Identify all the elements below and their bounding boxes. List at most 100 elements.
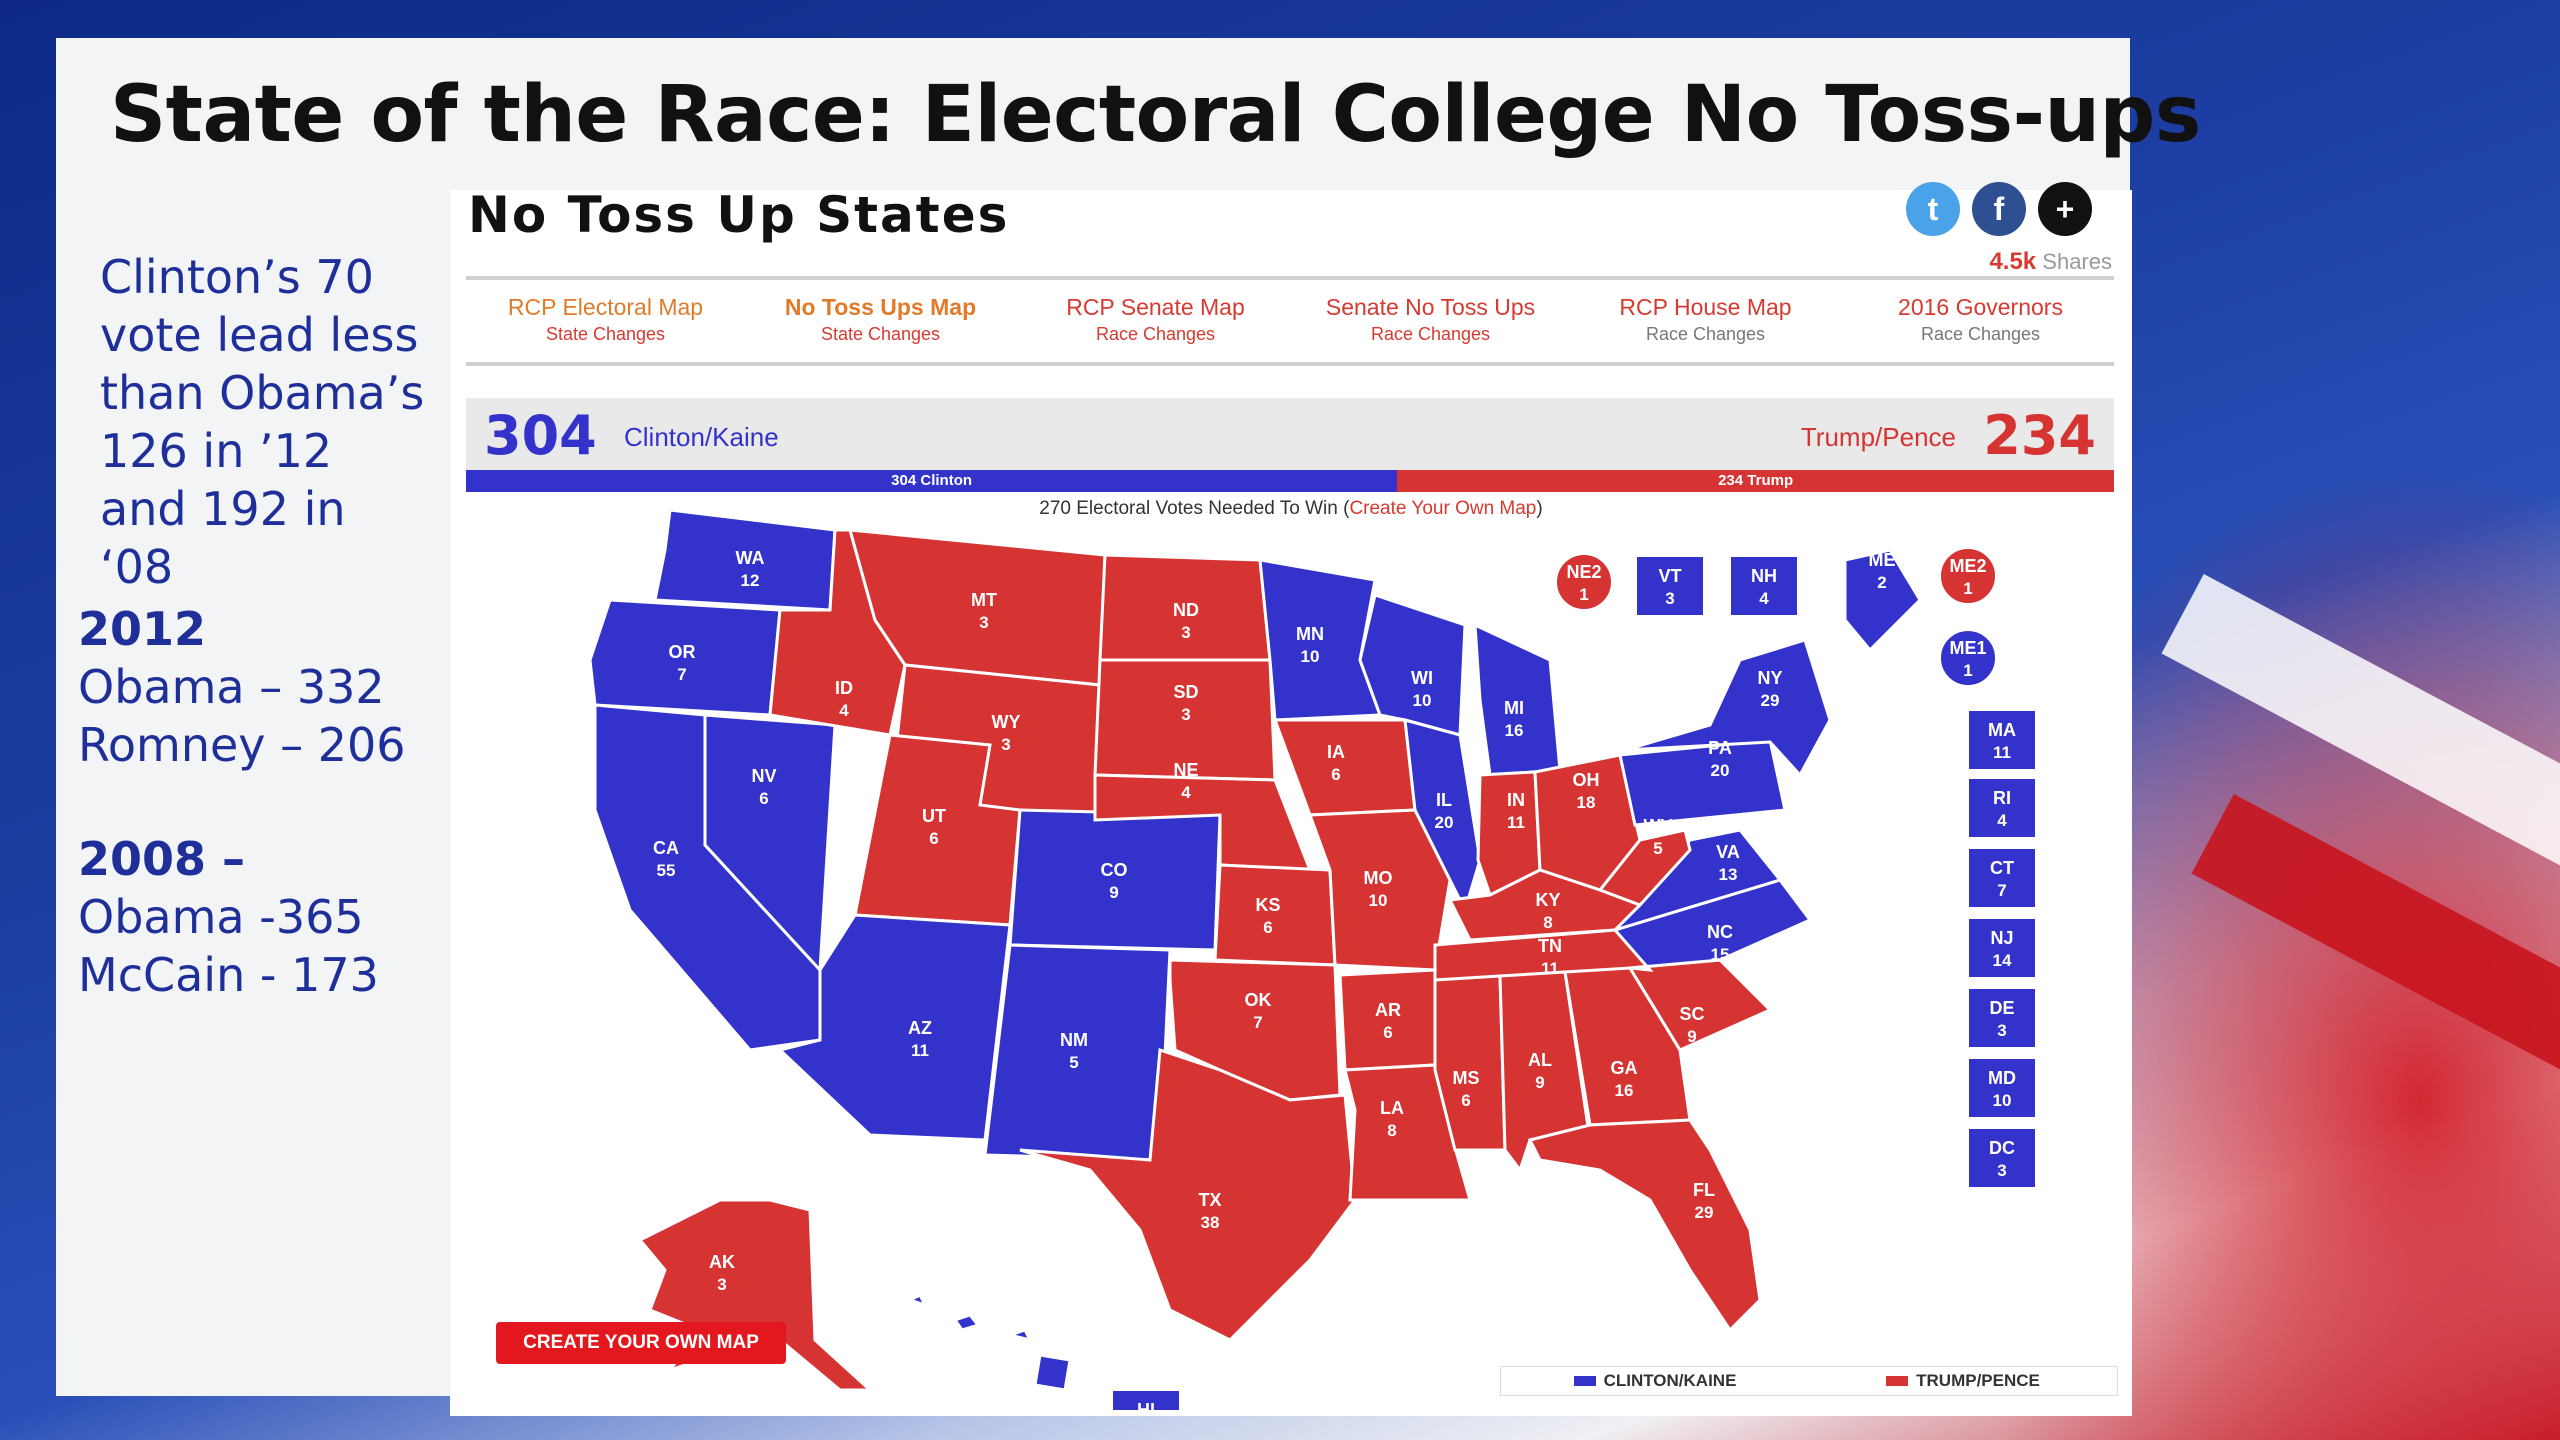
twitter-icon[interactable]: t [1906,182,1960,236]
state-ev-ak: 3 [717,1275,726,1294]
state-ev-wa: 12 [741,571,760,590]
state-ev-me2: 1 [1963,579,1972,598]
state-ev-me1: 1 [1963,661,1972,680]
nav-label: 2016 Governors [1843,294,2118,321]
create-your-own-map-button[interactable]: CREATE YOUR OWN MAP [496,1322,786,1364]
state-label-md: MD [1988,1068,2016,1088]
facebook-icon[interactable]: f [1972,182,2026,236]
state-ev-az: 11 [911,1041,929,1060]
nav-sublabel: State Changes [468,324,743,345]
legend-label-dem: CLINTON/KAINE [1604,1371,1737,1391]
nav-item-rcp-house-map[interactable]: RCP House Map Race Changes [1568,294,1843,350]
history-year: 2008 – [78,830,379,888]
state-ev-nh: 4 [1759,589,1769,608]
dem-ticket: Clinton/Kaine [624,422,779,453]
state-ev-tn: 11 [1541,959,1559,978]
nav-item-rcp-electoral-map[interactable]: RCP Electoral Map State Changes [468,294,743,350]
state-label-ar: AR [1375,1000,1401,1020]
state-ia[interactable] [1275,720,1415,815]
slide-title: State of the Race: Electoral College No … [110,70,2201,160]
nav-item-no-toss-ups-map[interactable]: No Toss Ups Map State Changes [743,294,1018,350]
state-ev-me: 2 [1877,573,1886,592]
state-ev-co: 9 [1109,883,1118,902]
state-ev-ms: 6 [1461,1091,1470,1110]
state-ev-pa: 20 [1711,761,1730,780]
nav-item-rcp-senate-map[interactable]: RCP Senate Map Race Changes [1018,294,1293,350]
nav-sublabel: Race Changes [1293,324,1568,345]
state-label-sd: SD [1173,682,1198,702]
state-label-nv: NV [751,766,776,786]
state-label-dc: DC [1989,1138,2015,1158]
state-ev-ne: 4 [1181,783,1191,802]
state-label-mt: MT [971,590,997,610]
map-panel: No Toss Up States t f + 4.5k Shares RCP … [450,190,2132,1416]
state-ev-sd: 3 [1181,705,1190,724]
state-ev-ks: 6 [1263,918,1272,937]
state-label-wy: WY [992,712,1021,732]
state-ev-in: 11 [1507,813,1525,832]
state-label-mi: MI [1504,698,1524,718]
nav-item-senate-no-toss-ups[interactable]: Senate No Toss Ups Race Changes [1293,294,1568,350]
state-label-tn: TN [1538,936,1562,956]
state-hi[interactable] [910,1295,1070,1390]
state-ev-sc: 9 [1687,1027,1696,1046]
share-count-number: 4.5k [1989,248,2036,275]
state-label-nh: NH [1751,566,1777,586]
state-ev-ne2: 1 [1579,585,1588,604]
state-ev-dc: 3 [1997,1161,2006,1180]
state-ev-ma: 11 [1993,743,2011,762]
state-ev-ok: 7 [1253,1013,1262,1032]
state-fl[interactable] [1530,1120,1760,1330]
state-label-ne2: NE2 [1566,562,1601,582]
state-label-ak: AK [709,1252,735,1272]
state-ks[interactable] [1215,865,1335,965]
state-label-nj: NJ [1990,928,2013,948]
state-label-ma: MA [1988,720,2016,740]
state-pa[interactable] [1620,740,1785,825]
state-label-de: DE [1989,998,2014,1018]
state-ev-mn: 10 [1301,647,1320,666]
legend-item-dem: CLINTON/KAINE [1501,1367,1809,1395]
state-label-sc: SC [1679,1004,1704,1024]
state-ev-ri: 4 [1997,811,2007,830]
state-ar[interactable] [1340,970,1435,1070]
state-ev-mt: 3 [979,613,988,632]
state-label-ia: IA [1327,742,1345,762]
nav-sublabel: Race Changes [1843,324,2118,345]
nav-label: RCP House Map [1568,294,1843,321]
state-ev-il: 20 [1435,813,1454,832]
history-line: Obama -365 [78,888,379,946]
state-ev-ut: 6 [929,829,938,848]
state-label-az: AZ [908,1018,932,1038]
state-ev-la: 8 [1387,1121,1396,1140]
state-label-mo: MO [1364,868,1393,888]
state-ev-va: 13 [1719,865,1738,884]
electoral-map: WA12OR7CA55NV6ID4MT3WY3UT6AZ11CO9NM5ND3S… [450,510,2132,1410]
plus-icon[interactable]: + [2038,182,2092,236]
state-label-pa: PA [1708,738,1732,758]
history-line: McCain - 173 [78,946,379,1004]
state-label-id: ID [835,678,853,698]
history-year: 2012 [78,600,406,658]
state-label-hi: HI [1137,1400,1155,1410]
legend-label-rep: TRUMP/PENCE [1916,1371,2040,1391]
state-co[interactable] [1010,810,1220,950]
history-line: Romney – 206 [78,716,406,774]
state-label-ut: UT [922,806,946,826]
nav-sublabel: State Changes [743,324,1018,345]
state-ev-ky: 8 [1543,913,1552,932]
nav-label: Senate No Toss Ups [1293,294,1568,321]
state-ev-nv: 6 [759,789,768,808]
state-label-ne: NE [1173,760,1198,780]
state-label-ms: MS [1453,1068,1480,1088]
state-label-ca: CA [653,838,679,858]
electoral-progress-bar: 304 Clinton 234 Trump [466,470,2114,492]
nav-sublabel: Race Changes [1568,324,1843,345]
nav-item-2016-governors[interactable]: 2016 Governors Race Changes [1843,294,2118,350]
state-label-la: LA [1380,1098,1404,1118]
divider [466,362,2114,366]
state-ev-ny: 29 [1761,691,1780,710]
share-count: 4.5k Shares [1989,248,2112,276]
state-ev-tx: 38 [1201,1213,1220,1232]
state-ev-oh: 18 [1577,793,1596,812]
